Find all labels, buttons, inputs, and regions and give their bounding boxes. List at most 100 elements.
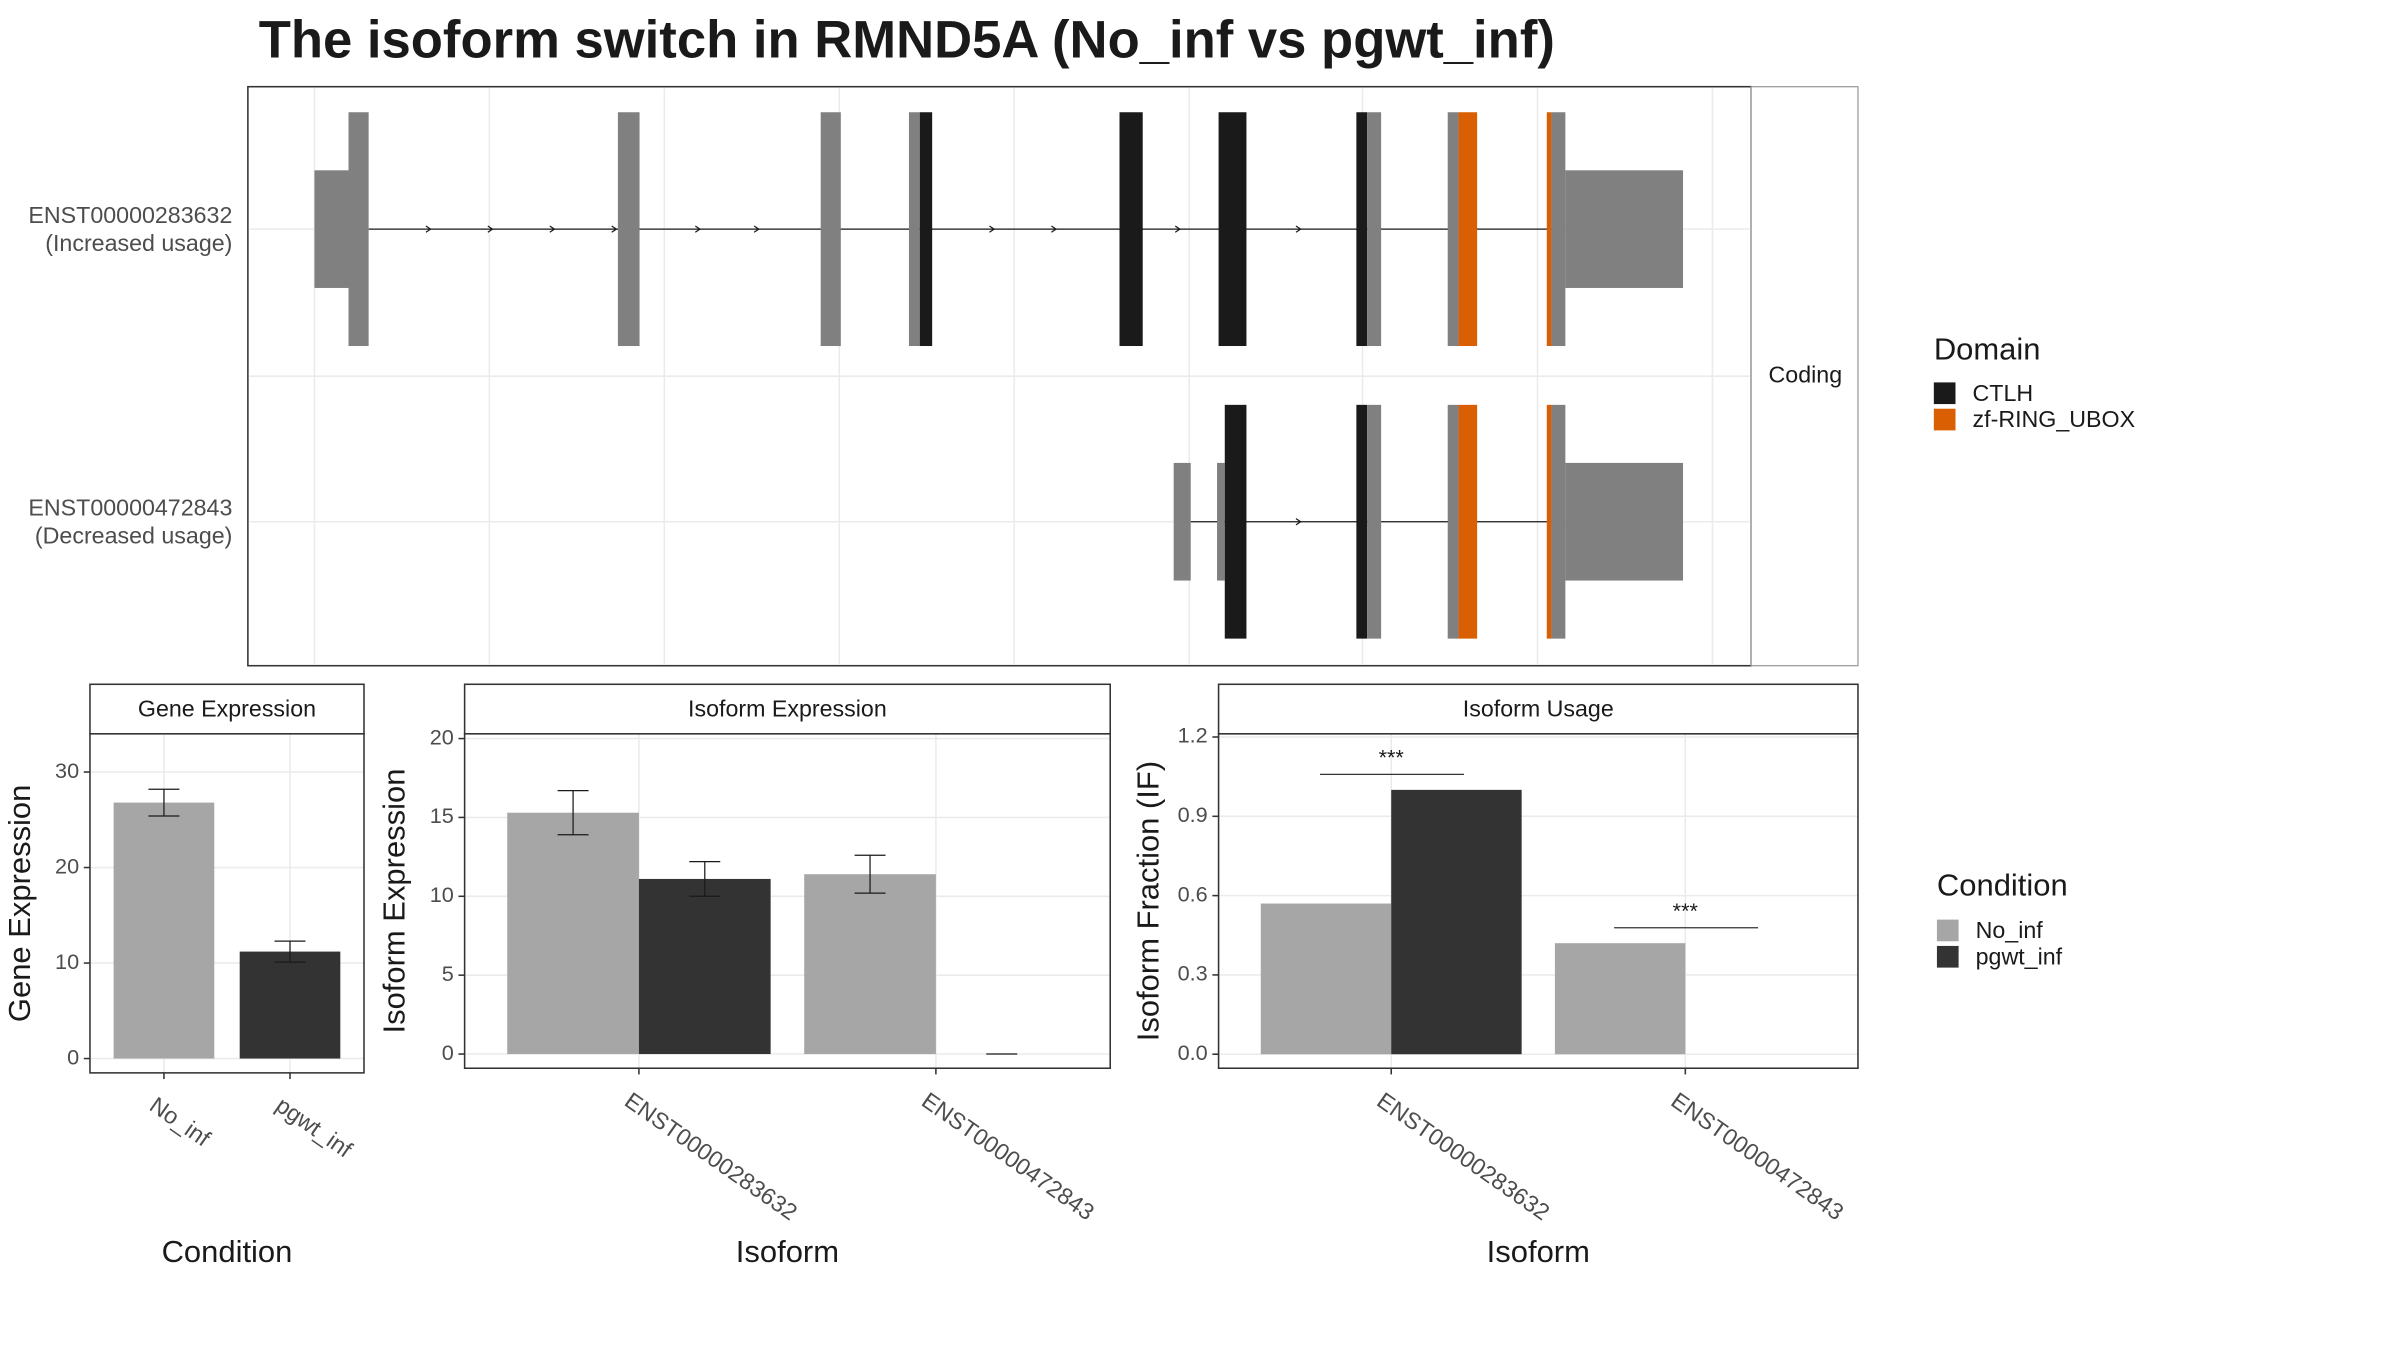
bar xyxy=(239,951,341,1059)
y-axis-title: Isoform Fraction (IF) xyxy=(1131,761,1166,1041)
panel-border xyxy=(1217,733,1859,1070)
legend-label: CTLH xyxy=(1973,380,2034,406)
x-tick-label: ENST00000283632 xyxy=(1372,1087,1554,1225)
panel-border xyxy=(89,733,365,1074)
transcript-usage: (Decreased usage) xyxy=(35,522,232,548)
facet-strip xyxy=(1750,86,1859,667)
exon xyxy=(1217,462,1225,581)
domain-exon xyxy=(1458,112,1478,347)
intron-arrow xyxy=(487,225,494,233)
y-tick-label: 15 xyxy=(430,803,454,828)
error-bar xyxy=(557,789,589,836)
x-axis-title: Isoform xyxy=(1487,1234,1590,1269)
bar xyxy=(1554,943,1686,1055)
bar xyxy=(1391,789,1522,1055)
exon xyxy=(820,112,841,347)
x-tick-label: ENST00000472843 xyxy=(1667,1087,1849,1225)
domain-exon xyxy=(1119,112,1143,347)
y-tick-label: 20 xyxy=(430,724,454,749)
legend-label: pgwt_inf xyxy=(1976,943,2063,969)
intron-arrow xyxy=(549,225,556,233)
legend-key xyxy=(1936,945,1959,968)
exon xyxy=(314,170,349,288)
exon xyxy=(1367,404,1382,639)
significance-label: *** xyxy=(1673,898,1699,923)
exon xyxy=(1551,112,1566,347)
y-axis-title: Isoform Expression xyxy=(377,769,412,1034)
y-tick-label: 10 xyxy=(430,882,454,907)
domain-exon xyxy=(919,112,933,347)
error-bar xyxy=(854,854,886,894)
transcript-id: ENST00000283632 xyxy=(28,202,232,228)
domain-exon xyxy=(1218,112,1247,347)
strip xyxy=(463,683,1111,735)
domain-exon xyxy=(1546,112,1552,347)
strip xyxy=(1217,683,1859,735)
y-axis-title: Gene Expression xyxy=(2,785,37,1022)
y-tick-label: 0.9 xyxy=(1178,802,1208,827)
y-tick-label: 30 xyxy=(55,758,79,783)
x-tick-label: pgwt_inf xyxy=(271,1092,357,1163)
domain-exon xyxy=(1458,404,1478,639)
exon xyxy=(1565,170,1684,288)
significance-label: *** xyxy=(1379,745,1405,770)
domain-exon xyxy=(1546,404,1552,639)
error-bar xyxy=(274,940,306,963)
panel-border xyxy=(463,733,1111,1070)
x-tick-label: ENST00000472843 xyxy=(917,1087,1099,1225)
intron-arrow xyxy=(694,225,702,233)
legend-label: zf-RING_UBOX xyxy=(1973,406,2136,432)
exon xyxy=(1367,112,1382,347)
y-tick-label: 0.6 xyxy=(1178,881,1208,906)
domain-exon xyxy=(1224,404,1247,639)
strip-label: Gene Expression xyxy=(138,696,316,722)
bar xyxy=(113,802,215,1059)
exon xyxy=(617,112,640,347)
domain-exon xyxy=(1356,112,1368,347)
intron-arrow xyxy=(753,225,760,233)
y-tick-label: 5 xyxy=(442,961,454,986)
strip-label: Isoform Expression xyxy=(688,696,887,722)
y-tick-label: 20 xyxy=(55,853,79,878)
exon xyxy=(1565,462,1684,581)
x-axis-title: Condition xyxy=(162,1234,293,1269)
error-bar xyxy=(148,788,180,817)
bar xyxy=(638,878,771,1055)
y-tick-label: 10 xyxy=(55,949,79,974)
exon xyxy=(1447,404,1459,639)
exon xyxy=(348,112,369,347)
exon xyxy=(1173,462,1191,581)
domain-exon xyxy=(1356,404,1368,639)
x-tick-label: ENST00000283632 xyxy=(620,1087,802,1225)
legend-key xyxy=(1933,382,1956,405)
exon xyxy=(1447,112,1459,347)
intron-arrow xyxy=(1174,225,1181,233)
exon xyxy=(1551,404,1566,639)
y-tick-label: 0.3 xyxy=(1178,961,1208,986)
x-axis-title: Isoform xyxy=(736,1234,839,1269)
intron-arrow xyxy=(425,225,432,233)
intron-arrow xyxy=(1295,518,1302,526)
y-tick-label: 1.2 xyxy=(1178,723,1208,748)
figure-title: The isoform switch in RMND5A (No_inf vs … xyxy=(259,10,1555,69)
exon xyxy=(908,112,920,347)
intron-arrow xyxy=(989,225,996,233)
intron-arrow xyxy=(1051,225,1058,233)
strip-label: Isoform Usage xyxy=(1463,696,1614,722)
legend-title: Domain xyxy=(1934,332,2041,367)
legend-label: No_inf xyxy=(1976,917,2044,943)
intron-arrow xyxy=(611,225,618,233)
bar xyxy=(1260,903,1392,1055)
legend-title: Condition xyxy=(1937,867,2068,902)
intron-arrow xyxy=(1295,225,1302,233)
transcript-usage: (Increased usage) xyxy=(45,230,232,256)
bar xyxy=(804,874,936,1055)
facet-label: Coding xyxy=(1769,361,1843,387)
legend-key xyxy=(1933,408,1956,431)
y-tick-label: 0 xyxy=(67,1044,79,1069)
bar xyxy=(507,812,639,1055)
y-tick-label: 0 xyxy=(442,1040,454,1065)
x-tick-label: No_inf xyxy=(145,1092,215,1152)
